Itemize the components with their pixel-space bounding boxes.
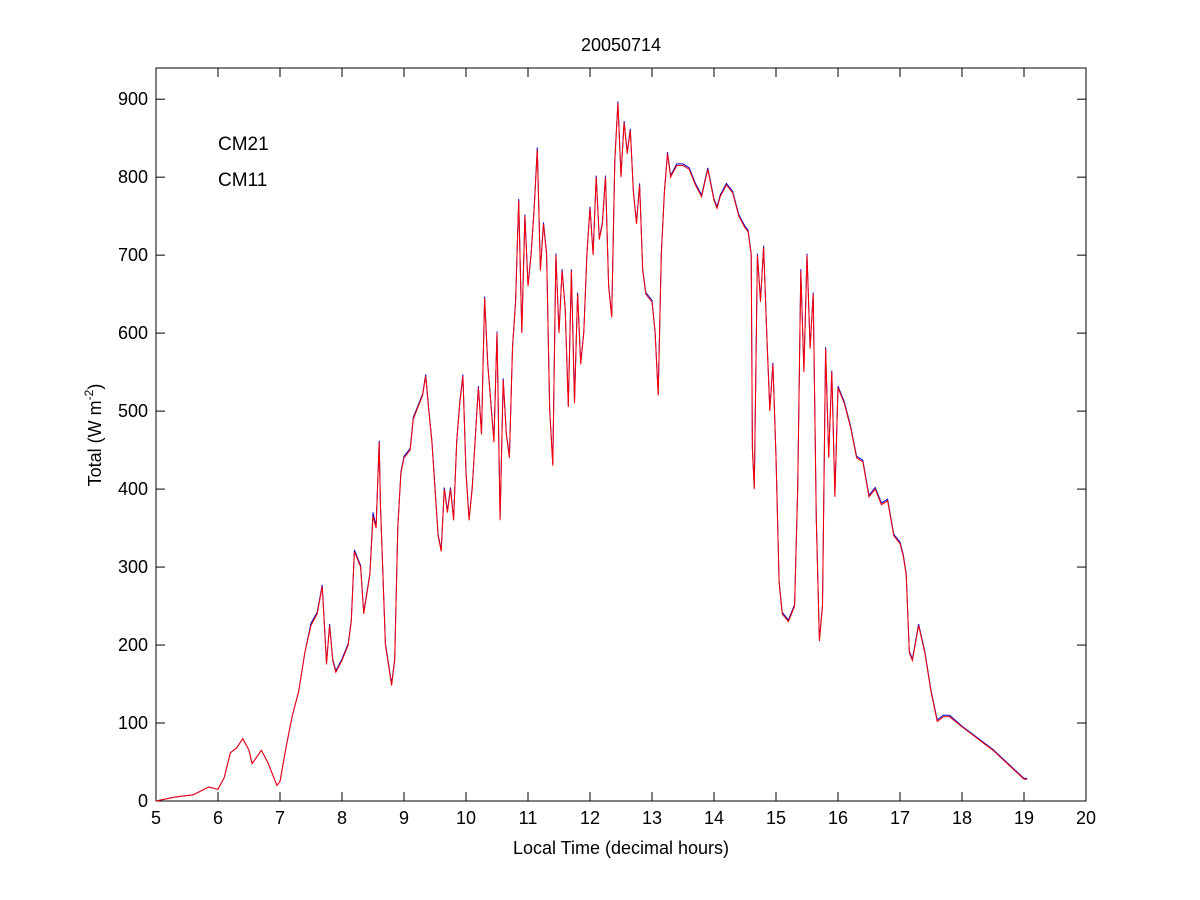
- x-tick-label: 10: [456, 808, 476, 828]
- y-tick-label: 0: [138, 791, 148, 811]
- legend-entry-cm21: CM21: [218, 134, 269, 155]
- x-tick-label: 11: [519, 808, 538, 828]
- series-line-cm11: [155, 103, 1028, 802]
- x-tick-label: 13: [642, 808, 662, 828]
- x-tick-label: 8: [337, 808, 347, 828]
- x-tick-label: 5: [151, 808, 161, 828]
- y-tick-label: 100: [118, 713, 148, 733]
- series-lines: [155, 101, 1028, 802]
- y-tick-label: 400: [118, 479, 148, 499]
- x-tick-label: 12: [580, 808, 600, 828]
- legend-entry-cm11: CM11: [218, 170, 267, 191]
- y-tick-label: 800: [118, 167, 148, 187]
- x-tick-label: 16: [828, 808, 848, 828]
- x-axis-label: Local Time (decimal hours): [513, 838, 729, 858]
- x-tick-label: 14: [704, 808, 724, 828]
- y-tick-label: 200: [118, 635, 148, 655]
- y-tick-label: 500: [118, 401, 148, 421]
- y-tick-label: 600: [118, 323, 148, 343]
- x-tick-label: 15: [766, 808, 786, 828]
- x-tick-label: 9: [399, 808, 409, 828]
- y-axis-label: Total (W m-2): [82, 384, 105, 487]
- x-tick-label: 7: [275, 808, 285, 828]
- y-tick-label: 900: [118, 89, 148, 109]
- x-tick-label: 17: [890, 808, 910, 828]
- x-tick-label: 6: [213, 808, 223, 828]
- x-tick-label: 20: [1076, 808, 1096, 828]
- y-tick-label: 300: [118, 557, 148, 577]
- ticks: 5 6 7 8 9 10 11 12 13 14 15 16 17 18 19 200100200300400…: [118, 68, 1096, 828]
- x-tick-label: 19: [1014, 808, 1034, 828]
- plot-area: [155, 67, 1087, 802]
- x-tick-label: 18: [952, 808, 972, 828]
- chart-title: 20050714: [581, 35, 661, 55]
- y-tick-label: 700: [118, 245, 148, 265]
